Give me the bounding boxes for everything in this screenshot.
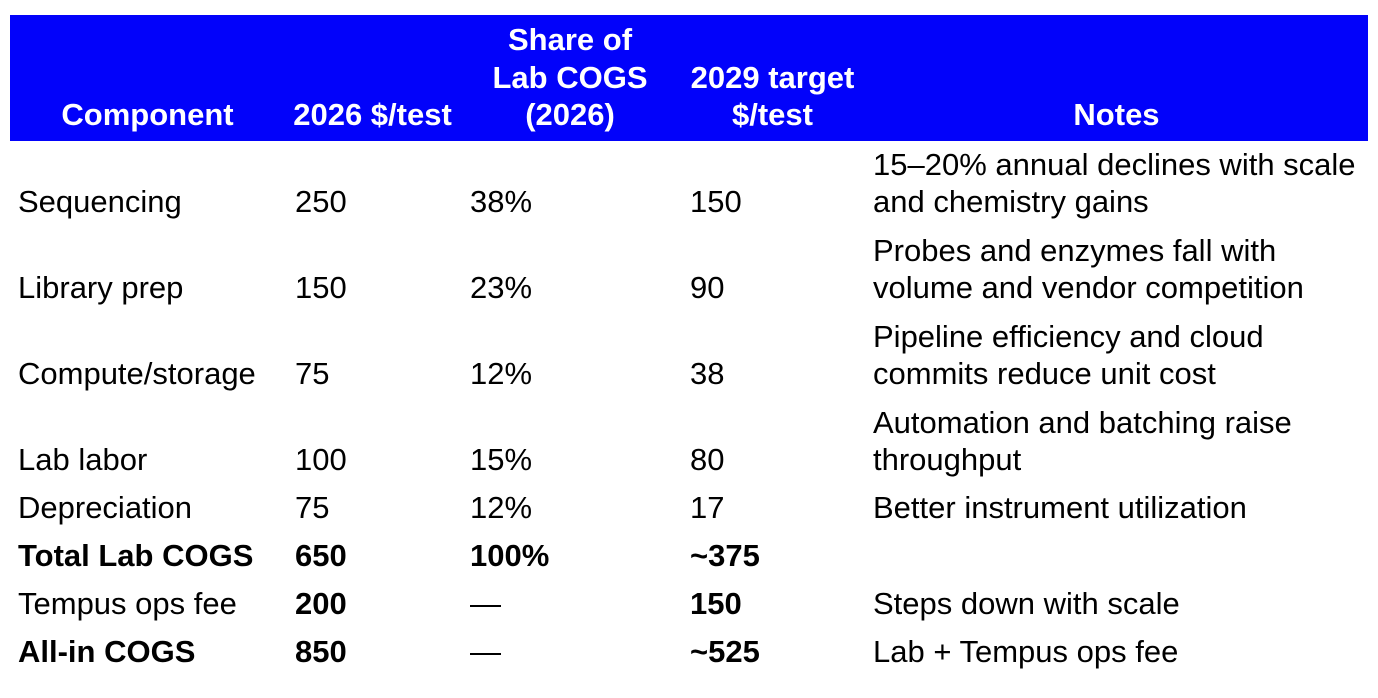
table-row-compute-storage: Compute/storage 75 12% 38 Pipeline effic… <box>10 313 1368 399</box>
cell-notes <box>865 533 1368 581</box>
header-row: Component 2026 $/test Share of Lab COGS … <box>10 15 1368 141</box>
cell-2029-target: ~375 <box>690 537 760 573</box>
cell-component: Tempus ops fee <box>18 585 237 621</box>
cell-2029-target: 38 <box>690 355 725 391</box>
table-row-total-lab-cogs: Total Lab COGS 650 100% ~375 <box>10 533 1368 581</box>
cell-share: 23% <box>470 269 533 305</box>
cogs-table: Component 2026 $/test Share of Lab COGS … <box>10 15 1368 677</box>
cell-2029-target: 150 <box>690 183 742 219</box>
cell-2029-target: ~525 <box>690 633 760 669</box>
table-row-tempus-ops-fee: Tempus ops fee 200 — 150 Steps down with… <box>10 581 1368 629</box>
cell-2026-cost: 200 <box>295 585 347 621</box>
table-row-depreciation: Depreciation 75 12% 17 Better instrument… <box>10 485 1368 533</box>
col-header-share: Share of Lab COGS (2026) <box>460 15 680 141</box>
col-header-2026-cost: 2026 $/test <box>285 15 460 141</box>
table-row-library-prep: Library prep 150 23% 90 Probes and enzym… <box>10 227 1368 313</box>
cell-share: 12% <box>470 355 533 391</box>
col-header-notes: Notes <box>865 15 1368 141</box>
cell-notes: Automation and batching raise throughput <box>873 404 1292 477</box>
cell-notes: Probes and enzymes fall with volume and … <box>873 232 1304 305</box>
cell-notes: Pipeline efficiency and cloud commits re… <box>873 318 1264 391</box>
cell-2026-cost: 75 <box>295 355 330 391</box>
cell-notes: 15–20% annual declines with scale and ch… <box>873 146 1356 219</box>
cell-component: Depreciation <box>18 489 193 525</box>
cell-2026-cost: 75 <box>295 489 330 525</box>
cell-2026-cost: 850 <box>295 633 347 669</box>
cell-share: — <box>470 585 501 621</box>
table-header: Component 2026 $/test Share of Lab COGS … <box>10 15 1368 141</box>
table-body: Sequencing 250 38% 150 15–20% annual dec… <box>10 141 1368 677</box>
cell-component: Compute/storage <box>18 355 256 391</box>
cell-component: All-in COGS <box>18 633 196 669</box>
cell-component: Library prep <box>18 269 184 305</box>
cell-notes: Better instrument utilization <box>873 489 1247 525</box>
col-header-component: Component <box>10 15 285 141</box>
cell-notes: Lab + Tempus ops fee <box>873 633 1179 669</box>
cell-notes: Steps down with scale <box>873 585 1180 621</box>
cell-2026-cost: 250 <box>295 183 347 219</box>
cell-component: Lab labor <box>18 441 148 477</box>
cell-2026-cost: 100 <box>295 441 347 477</box>
col-header-2029-target: 2029 target $/test <box>680 15 865 141</box>
cell-2026-cost: 650 <box>295 537 347 573</box>
cell-2026-cost: 150 <box>295 269 347 305</box>
table-row-all-in-cogs: All-in COGS 850 — ~525 Lab + Tempus ops … <box>10 629 1368 677</box>
cell-share: 100% <box>470 537 550 573</box>
cell-share: 15% <box>470 441 533 477</box>
cell-share: 12% <box>470 489 533 525</box>
cell-share: — <box>470 633 501 669</box>
cell-component: Sequencing <box>18 183 182 219</box>
table-row-lab-labor: Lab labor 100 15% 80 Automation and batc… <box>10 399 1368 485</box>
cell-2029-target: 90 <box>690 269 725 305</box>
cell-2029-target: 17 <box>690 489 725 525</box>
cell-share: 38% <box>470 183 533 219</box>
cell-2029-target: 150 <box>690 585 742 621</box>
cell-component: Total Lab COGS <box>18 537 254 573</box>
table-row-sequencing: Sequencing 250 38% 150 15–20% annual dec… <box>10 141 1368 227</box>
cell-2029-target: 80 <box>690 441 725 477</box>
